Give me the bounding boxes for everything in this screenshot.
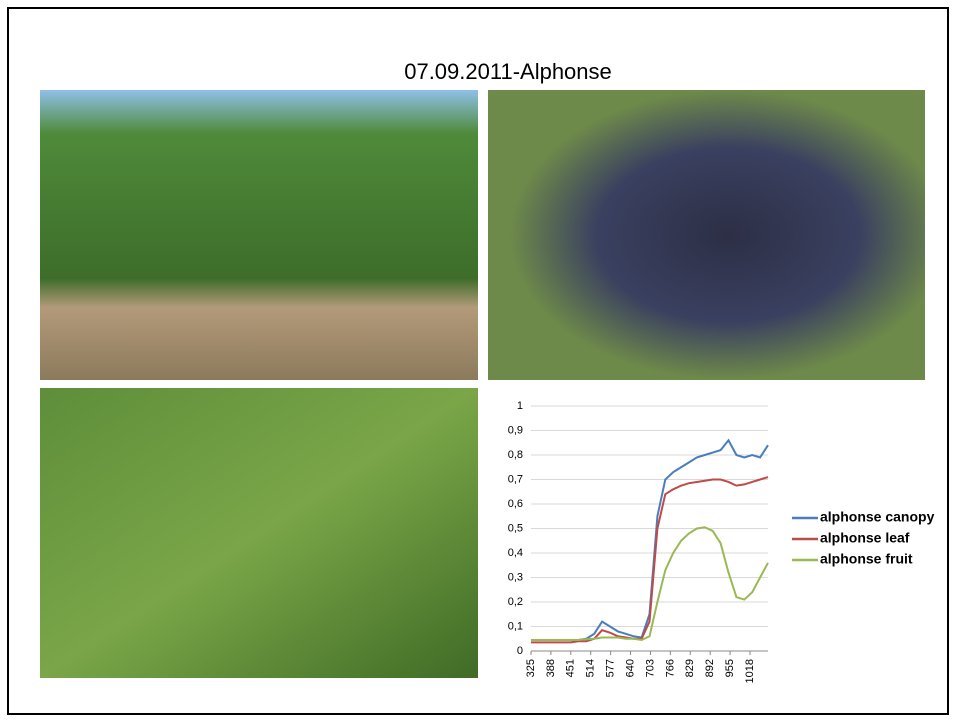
x-tick-label: 325 xyxy=(525,659,537,677)
y-tick-label: 0 xyxy=(517,645,523,657)
x-tick-label: 577 xyxy=(605,659,617,677)
y-tick-label: 0,3 xyxy=(508,571,523,583)
y-tick-label: 0,4 xyxy=(508,547,523,559)
x-tick-label: 388 xyxy=(545,659,557,677)
photo-vineyard xyxy=(40,90,478,380)
y-tick-label: 0,7 xyxy=(508,473,523,485)
x-tick-label: 514 xyxy=(585,659,597,677)
x-tick-label: 1018 xyxy=(744,659,756,683)
y-tick-label: 0,6 xyxy=(508,498,523,510)
y-tick-label: 0,1 xyxy=(508,620,523,632)
photo-grapes xyxy=(488,90,925,380)
slide: 07.09.2011-Alphonse 0 0,1 0,2 0,3 0,4 0,5 0,6 0… xyxy=(0,0,956,720)
legend-label: alphonse leaf xyxy=(820,530,910,546)
x-tick-label: 766 xyxy=(664,659,676,677)
y-tick-label: 0,9 xyxy=(508,424,523,436)
x-tick-label: 892 xyxy=(704,659,716,677)
x-tick-label: 703 xyxy=(644,659,656,677)
x-tick-label: 955 xyxy=(724,659,736,677)
legend-label: alphonse fruit xyxy=(820,551,913,567)
y-tick-label: 1 xyxy=(517,400,523,412)
x-tick-label: 451 xyxy=(565,659,577,677)
y-tick-label: 0,5 xyxy=(508,522,523,534)
legend-label: alphonse canopy xyxy=(820,509,935,525)
x-tick-label: 829 xyxy=(684,659,696,677)
x-tick-label: 640 xyxy=(624,659,636,677)
y-tick-label: 0,8 xyxy=(508,449,523,461)
photo-leaf xyxy=(40,388,478,678)
slide-title: 07.09.2011-Alphonse xyxy=(404,59,612,84)
y-tick-label: 0,2 xyxy=(508,596,523,608)
